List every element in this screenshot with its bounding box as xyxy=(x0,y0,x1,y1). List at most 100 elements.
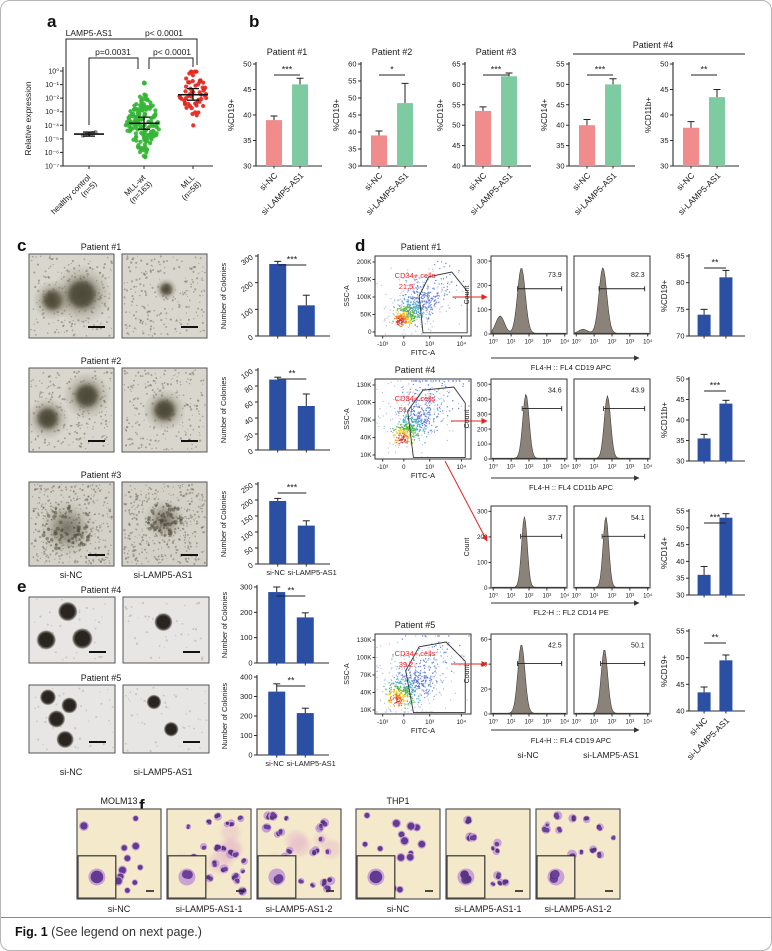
svg-text:%CD19+: %CD19+ xyxy=(227,99,236,132)
svg-text:10³: 10³ xyxy=(626,340,635,346)
svg-text:Patient #4: Patient #4 xyxy=(633,40,674,50)
svg-text:250: 250 xyxy=(239,481,254,496)
svg-text:150K: 150K xyxy=(357,277,373,284)
svg-text:45: 45 xyxy=(660,85,668,94)
svg-text:%CD19+: %CD19+ xyxy=(660,280,669,313)
svg-text:82.3: 82.3 xyxy=(631,272,645,279)
svg-text:10⁴: 10⁴ xyxy=(457,464,467,471)
svg-text:35: 35 xyxy=(660,136,668,145)
svg-text:40: 40 xyxy=(660,111,668,120)
figure-caption: Fig. 1 (See legend on next page.) xyxy=(15,925,202,939)
svg-text:35: 35 xyxy=(676,436,684,445)
svg-text:30: 30 xyxy=(676,591,684,600)
svg-text:10⁴: 10⁴ xyxy=(643,593,653,600)
svg-text:100K: 100K xyxy=(357,655,373,662)
svg-text:-10³: -10³ xyxy=(377,341,388,348)
cell-image-THP1-3 xyxy=(535,808,621,900)
svg-text:200: 200 xyxy=(240,608,253,617)
svg-text:si-NC: si-NC xyxy=(265,759,284,768)
svg-text:10¹: 10¹ xyxy=(590,465,599,471)
svg-text:10⁰: 10⁰ xyxy=(48,68,59,76)
svg-text:Number of Colonies: Number of Colonies xyxy=(220,592,229,659)
svg-text:60: 60 xyxy=(348,60,356,69)
svg-text:50: 50 xyxy=(243,60,251,69)
colony-image-c-3-2 xyxy=(121,481,208,567)
svg-text:300: 300 xyxy=(477,258,488,265)
colony-image-c-3-1 xyxy=(28,481,115,567)
svg-text:10²: 10² xyxy=(525,465,534,471)
svg-text:100K: 100K xyxy=(357,400,373,407)
panel-f-label: f xyxy=(139,796,145,815)
svg-text:si-NC: si-NC xyxy=(60,767,83,777)
svg-text:10³: 10³ xyxy=(543,465,552,471)
svg-text:10¹: 10¹ xyxy=(507,465,516,471)
svg-text:400: 400 xyxy=(477,396,488,403)
svg-text:10⁰: 10⁰ xyxy=(489,593,499,600)
svg-text:**: ** xyxy=(287,676,295,686)
svg-text:Number of Colonies: Number of Colonies xyxy=(220,683,229,750)
panel-d-label: d xyxy=(355,236,365,255)
svg-text:75: 75 xyxy=(676,305,684,314)
svg-text:LAMP5-AS1: LAMP5-AS1 xyxy=(66,28,113,38)
svg-text:10⁴: 10⁴ xyxy=(643,464,653,471)
svg-text:si-LAMP5-AS1: si-LAMP5-AS1 xyxy=(287,759,336,768)
svg-text:40: 40 xyxy=(243,111,251,120)
svg-text:10⁰: 10⁰ xyxy=(572,464,582,471)
svg-text:***: *** xyxy=(710,513,721,523)
flow-scatter-2: SSC-A 10K 40K 70K 100K 130K -10³ 0 10³ 10⁴ FITC-A C… xyxy=(344,378,472,480)
svg-text:300: 300 xyxy=(239,253,254,268)
svg-text:35: 35 xyxy=(243,136,251,145)
svg-text:0: 0 xyxy=(484,331,488,338)
svg-text:10²: 10² xyxy=(608,594,617,600)
caption-divider xyxy=(1,917,771,918)
svg-text:FITC-A: FITC-A xyxy=(411,471,435,480)
cell-image-THP1-1 xyxy=(355,808,441,900)
svg-text:130K: 130K xyxy=(357,382,373,389)
svg-text:10¹: 10¹ xyxy=(507,594,516,600)
svg-text:40: 40 xyxy=(676,557,684,566)
svg-text:Number of Colonies: Number of Colonies xyxy=(219,263,228,330)
colony-image-e-2-1 xyxy=(28,684,116,754)
svg-text:200: 200 xyxy=(239,279,254,294)
colony-image-e-1-1 xyxy=(28,596,116,664)
svg-text:10³: 10³ xyxy=(425,464,434,471)
svg-text:10⁴: 10⁴ xyxy=(560,464,570,471)
panel-c-label: c xyxy=(17,236,26,255)
svg-text:200: 200 xyxy=(477,283,488,290)
svg-text:80: 80 xyxy=(676,278,684,287)
svg-text:p=0.0031: p=0.0031 xyxy=(95,47,131,57)
svg-text:100: 100 xyxy=(477,441,488,448)
svg-text:55: 55 xyxy=(452,100,460,109)
caption-text: (See legend on next page.) xyxy=(47,925,202,939)
cell-image-MOLM13-3 xyxy=(256,808,342,900)
svg-text:500: 500 xyxy=(477,381,488,388)
svg-text:35: 35 xyxy=(556,141,564,150)
svg-text:FITC-A: FITC-A xyxy=(411,726,435,735)
svg-text:p< 0.0001: p< 0.0001 xyxy=(153,47,191,57)
bar-chart-e-1: 0 100 200 300 Number of Colonies ** xyxy=(220,583,329,668)
flow-scatter-1: SSC-A 0 50K 100K 150K 200K -10³ 0 10³ 10⁴ FITC-A CD… xyxy=(344,255,472,357)
svg-text:si-LAMP5-AS1: si-LAMP5-AS1 xyxy=(288,568,337,577)
svg-text:si-NC: si-NC xyxy=(570,170,592,192)
bar-chart-d-3: 30 35 40 45 50 55 %CD14+ *** xyxy=(660,507,745,600)
svg-text:10⁴: 10⁴ xyxy=(560,593,570,600)
svg-text:55: 55 xyxy=(556,60,564,69)
flow-histogram-2-2: 43.9 10⁰ 10¹ 10² 10³ 10⁴ xyxy=(572,378,653,471)
svg-text:Count: Count xyxy=(464,538,471,557)
svg-text:400: 400 xyxy=(240,673,253,682)
svg-text:200K: 200K xyxy=(357,259,373,266)
svg-text:100: 100 xyxy=(240,633,253,642)
svg-text:10³: 10³ xyxy=(626,465,635,471)
panel-a-scatter-plot: 10⁰ 10⁻¹ 10⁻² 10⁻³ 10⁻⁴ 10⁻⁵ 10⁻⁶ 10⁻⁷ Relative … xyxy=(23,28,213,216)
svg-text:FL4-H :: FL4 CD11b APC: FL4-H :: FL4 CD11b APC xyxy=(529,483,614,492)
svg-text:%CD11b+: %CD11b+ xyxy=(644,97,653,133)
svg-text:***: *** xyxy=(595,65,606,75)
svg-text:Number of Colonies: Number of Colonies xyxy=(219,491,228,558)
svg-text:si-NC: si-NC xyxy=(362,170,384,192)
bar-chart-e-2: 0 100 200 300 400 Number of Colonies si-NC si-L… xyxy=(220,673,336,769)
svg-text:10⁻¹: 10⁻¹ xyxy=(45,82,59,89)
svg-text:0: 0 xyxy=(402,464,406,471)
